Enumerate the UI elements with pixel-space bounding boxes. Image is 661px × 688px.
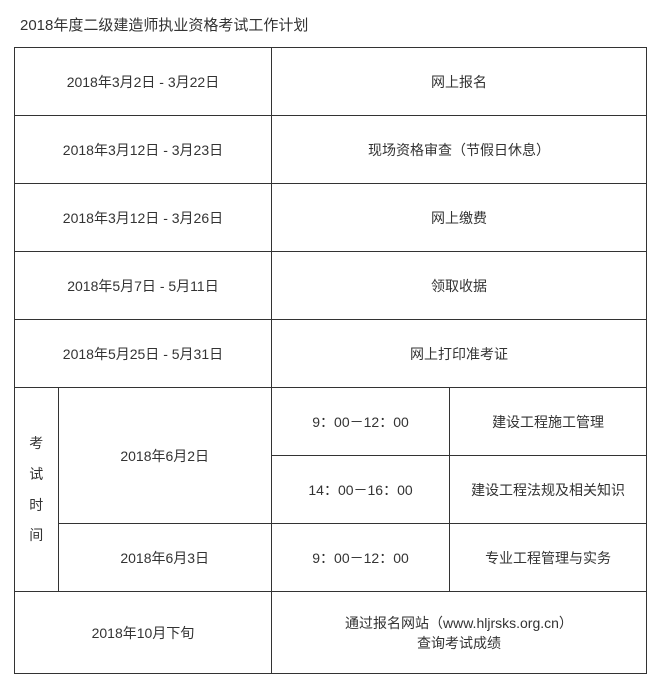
- exam-label-char: 试: [19, 459, 54, 490]
- table-row: 2018年5月7日 - 5月11日 领取收据: [15, 252, 647, 320]
- exam-label: 考 试 时 间: [19, 428, 54, 551]
- desc-cell: 网上打印准考证: [271, 320, 646, 388]
- table-row: 2018年10月下旬 通过报名网站（www.hljrsks.org.cn） 查询…: [15, 592, 647, 674]
- date-cell: 2018年3月2日 - 3月22日: [15, 48, 272, 116]
- footer-desc-line: 查询考试成绩: [276, 633, 642, 653]
- exam-date-cell: 2018年6月3日: [58, 524, 271, 592]
- table-row: 2018年3月12日 - 3月23日 现场资格审查（节假日休息）: [15, 116, 647, 184]
- date-cell: 2018年5月7日 - 5月11日: [15, 252, 272, 320]
- desc-cell: 现场资格审查（节假日休息）: [271, 116, 646, 184]
- exam-time-cell: 9：00－12：00: [271, 388, 449, 456]
- table-row: 考 试 时 间 2018年6月2日 9：00－12：00 建设工程施工管理: [15, 388, 647, 456]
- table-row: 2018年5月25日 - 5月31日 网上打印准考证: [15, 320, 647, 388]
- exam-subject-cell: 专业工程管理与实务: [450, 524, 647, 592]
- exam-label-char: 时: [19, 490, 54, 521]
- schedule-table: 2018年3月2日 - 3月22日 网上报名 2018年3月12日 - 3月23…: [14, 47, 647, 674]
- exam-time-cell: 14：00－16：00: [271, 456, 449, 524]
- footer-desc-line: 通过报名网站（www.hljrsks.org.cn）: [276, 613, 642, 633]
- table-row: 2018年3月2日 - 3月22日 网上报名: [15, 48, 647, 116]
- exam-subject-cell: 建设工程法规及相关知识: [450, 456, 647, 524]
- date-cell: 2018年3月12日 - 3月26日: [15, 184, 272, 252]
- footer-desc-cell: 通过报名网站（www.hljrsks.org.cn） 查询考试成绩: [271, 592, 646, 674]
- exam-subject-cell: 建设工程施工管理: [450, 388, 647, 456]
- table-row: 2018年3月12日 - 3月26日 网上缴费: [15, 184, 647, 252]
- desc-cell: 网上报名: [271, 48, 646, 116]
- exam-label-char: 间: [19, 520, 54, 551]
- exam-label-cell: 考 试 时 间: [15, 388, 59, 592]
- date-cell: 2018年5月25日 - 5月31日: [15, 320, 272, 388]
- table-row: 2018年6月3日 9：00－12：00 专业工程管理与实务: [15, 524, 647, 592]
- footer-date-cell: 2018年10月下旬: [15, 592, 272, 674]
- page-title: 2018年度二级建造师执业资格考试工作计划: [14, 14, 647, 35]
- desc-cell: 领取收据: [271, 252, 646, 320]
- date-cell: 2018年3月12日 - 3月23日: [15, 116, 272, 184]
- exam-label-char: 考: [19, 428, 54, 459]
- exam-time-cell: 9：00－12：00: [271, 524, 449, 592]
- desc-cell: 网上缴费: [271, 184, 646, 252]
- exam-date-cell: 2018年6月2日: [58, 388, 271, 524]
